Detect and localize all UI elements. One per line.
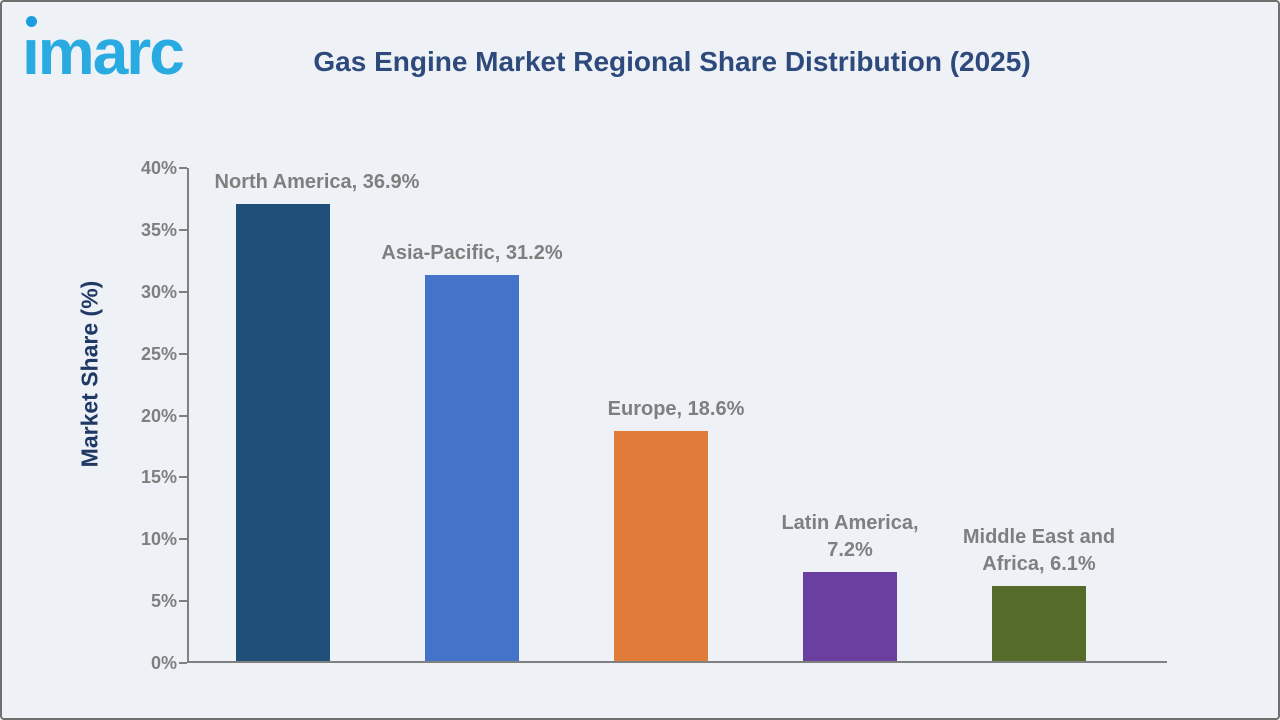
bar-label-middle-east-and-africa: Middle East and Africa, 6.1% xyxy=(963,524,1115,578)
logo-text: ımarc xyxy=(22,16,185,88)
bar-label-line: 7.2% xyxy=(827,538,873,561)
y-tick-label: 35% xyxy=(140,219,177,240)
bar-label-north-america: North America, 36.9% xyxy=(215,169,420,196)
bar-europe xyxy=(614,430,708,661)
chart-title: Gas Engine Market Regional Share Distrib… xyxy=(313,46,1031,77)
y-tick-mark xyxy=(179,167,187,169)
y-tick-mark xyxy=(179,352,187,355)
bar-label-line: Asia-Pacific, 31.2% xyxy=(381,241,563,264)
bar-middle-east-and-africa xyxy=(992,585,1086,661)
y-tick-mark xyxy=(179,538,187,541)
logo-i-dot-icon xyxy=(26,16,37,27)
bar-label-line: Middle East and xyxy=(962,525,1116,548)
bar-label-line: Africa, 6.1% xyxy=(982,552,1096,575)
bar-north-america xyxy=(236,204,330,661)
bar-latin-america xyxy=(803,571,897,661)
bar-label-line: Latin America, xyxy=(781,511,919,534)
y-tick-mark xyxy=(179,228,187,231)
y-tick-mark xyxy=(179,414,187,417)
y-tick-mark xyxy=(179,600,187,603)
bar-label-asia-pacific: Asia-Pacific, 31.2% xyxy=(381,240,562,267)
bar-label-latin-america: Latin America, 7.2% xyxy=(781,510,918,564)
y-tick-label: 20% xyxy=(140,405,177,426)
bar-asia-pacific xyxy=(425,274,519,661)
imarc-logo: ımarc xyxy=(22,4,222,94)
y-tick-mark xyxy=(179,476,187,479)
y-tick-mark xyxy=(179,290,187,293)
y-tick-label: 5% xyxy=(150,591,177,612)
bar-label-line: Europe, 18.6% xyxy=(607,397,745,420)
plot-area: North America, 36.9% Asia-Pacific, 31.2% E… xyxy=(187,168,1167,663)
y-tick-mark xyxy=(179,662,187,664)
y-axis-title: Market Share (%) xyxy=(76,280,103,468)
y-tick-label: 10% xyxy=(140,529,177,550)
y-tick-label: 15% xyxy=(140,467,177,488)
y-tick-label: 0% xyxy=(150,653,177,673)
y-tick-label: 30% xyxy=(140,281,177,302)
y-tick-label: 40% xyxy=(140,158,177,178)
y-tick-label: 25% xyxy=(140,343,177,364)
bar-label-line: North America, 36.9% xyxy=(214,171,420,194)
bar-label-europe: Europe, 18.6% xyxy=(608,396,745,423)
